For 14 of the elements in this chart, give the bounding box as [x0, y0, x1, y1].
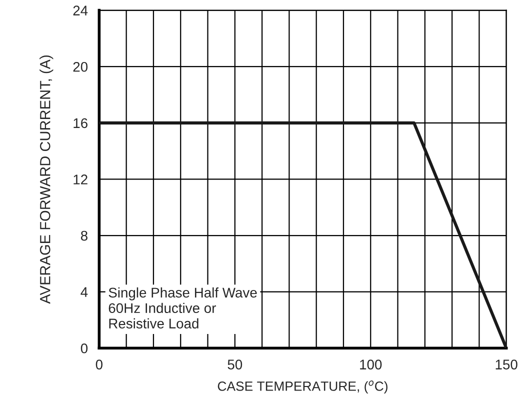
y-tick-label: 0	[80, 343, 88, 354]
annotation: Single Phase Half Wave 60Hz Inductive or Resistive Load	[108, 287, 257, 329]
y-tick-label: 20	[73, 62, 88, 72]
y-tick-label: 4	[80, 287, 88, 297]
y-tick-label: 24	[73, 6, 88, 16]
y-tick-label: 16	[74, 118, 88, 128]
x-axis-title: CASE TEMPERATURE, ($^{o}$C)	[218, 380, 388, 394]
x-tick-label: 0	[96, 360, 102, 370]
x-tick-label: 50	[228, 360, 242, 370]
y-tick-label: 12	[74, 174, 88, 184]
y-tick-label: 8	[80, 230, 88, 241]
x-tick-label: 100	[360, 360, 382, 370]
y-axis-title: AVERAGE FORWARD CURRENT, (A)	[40, 55, 54, 304]
x-tick-label: 150	[496, 360, 518, 370]
